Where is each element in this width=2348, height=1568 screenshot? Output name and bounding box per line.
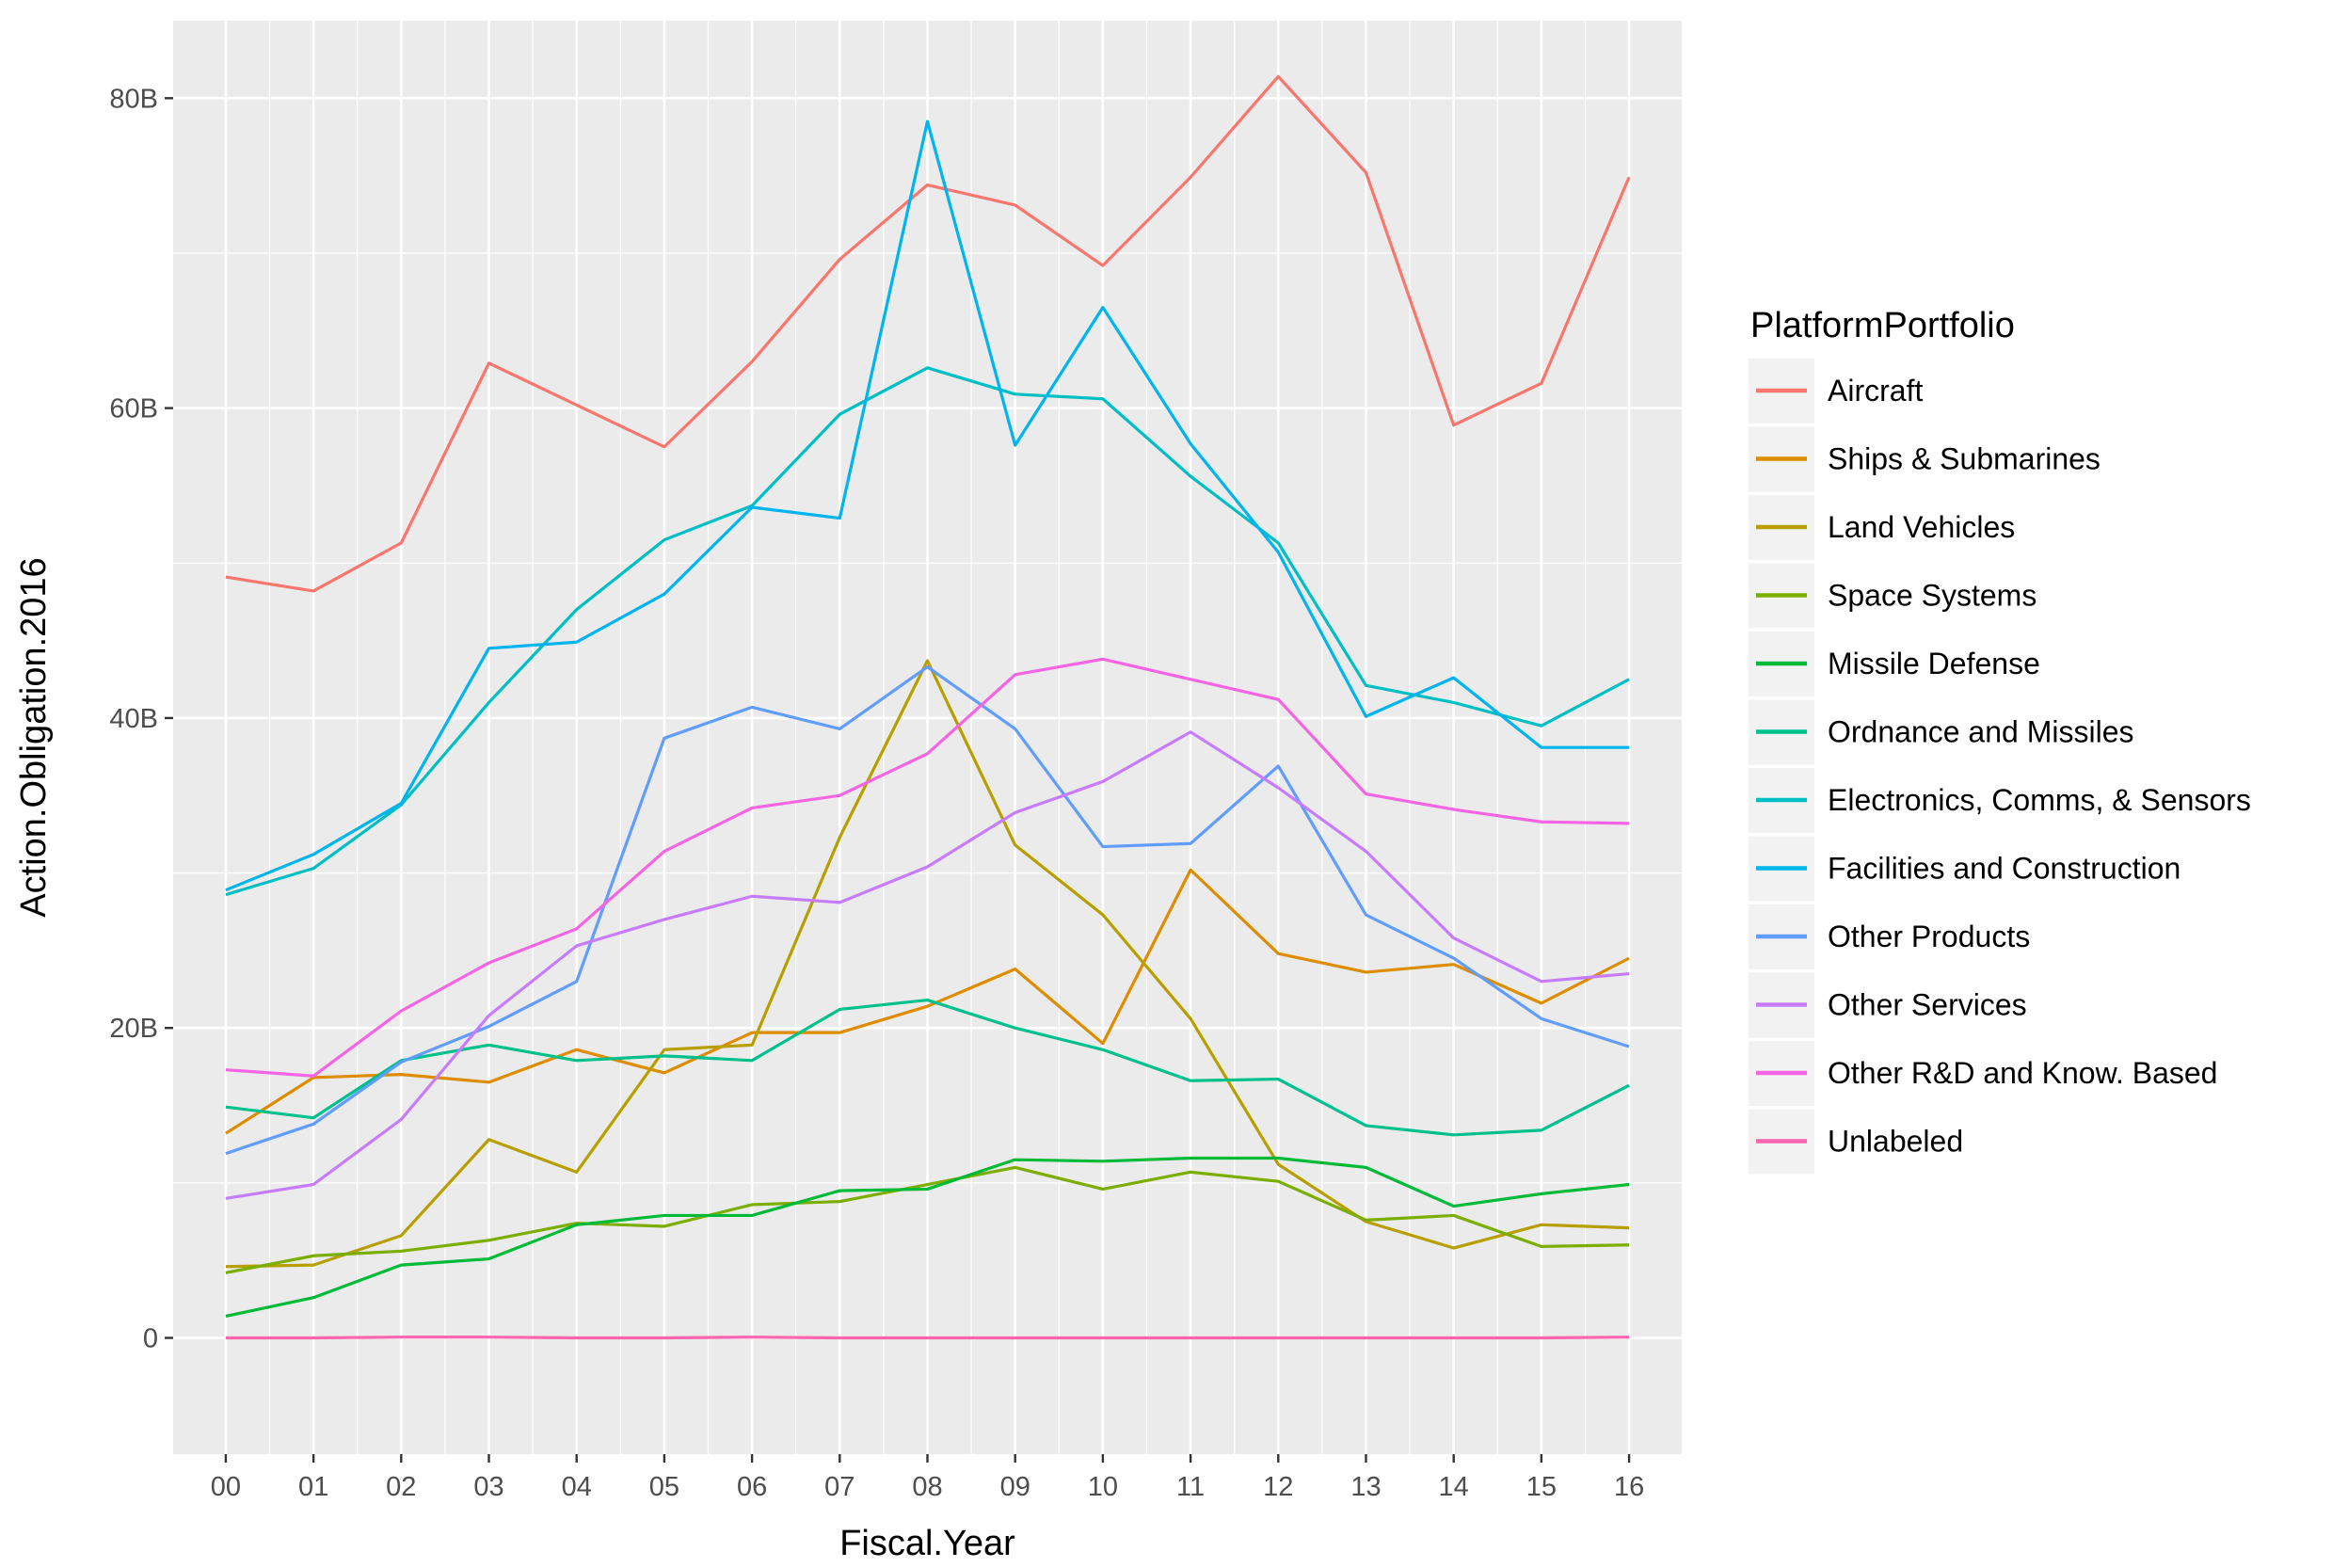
x-tick-label: 04 [562, 1472, 592, 1502]
legend-label: Unlabeled [1828, 1125, 1963, 1159]
x-tick-label: 16 [1614, 1472, 1644, 1502]
legend-label: Ordnance and Missiles [1828, 715, 2133, 749]
x-axis-tick-labels: 00 01 02 03 04 05 06 07 08 09 10 11 12 13 14 15 16 [211, 1472, 1644, 1502]
legend-label: Electronics, Comms, & Sensors [1828, 783, 2251, 817]
x-tick-label: 13 [1350, 1472, 1381, 1502]
series-line-land-vehicles [225, 659, 1630, 1269]
x-tick-label: 07 [824, 1472, 855, 1502]
x-tick-label: 00 [211, 1472, 241, 1502]
x-tick-label: 14 [1439, 1472, 1469, 1502]
series-line-other-r-d-and-know-based [225, 657, 1630, 1078]
y-tick-label: 0 [143, 1324, 158, 1354]
x-tick-label: 12 [1263, 1472, 1293, 1502]
series-lines [225, 74, 1631, 1340]
legend-item-missile-defense: Missile Defense [1749, 632, 2040, 696]
legend-label: Ships & Submarines [1828, 442, 2100, 476]
x-tick-label: 03 [473, 1472, 503, 1502]
series-line-missile-defense [225, 1156, 1630, 1319]
x-tick-label: 10 [1088, 1472, 1118, 1502]
x-tick-label: 06 [737, 1472, 767, 1502]
legend-item-facilities-and-construction: Facilities and Construction [1749, 836, 2180, 902]
legend-label: Space Systems [1828, 579, 2037, 613]
legend-item-ordnance-and-missiles: Ordnance and Missiles [1749, 699, 2133, 765]
x-tick-label: 01 [298, 1472, 328, 1502]
series-line-aircraft [225, 74, 1631, 593]
y-axis-tick-labels: 0 20B 40B 60B 80B [109, 84, 158, 1353]
series-line-unlabeled [225, 1336, 1630, 1340]
series-line-other-products [225, 664, 1630, 1156]
legend-label: Facilities and Construction [1828, 852, 2180, 886]
x-tick-label: 08 [912, 1472, 942, 1502]
legend-item-space-systems: Space Systems [1749, 563, 2037, 629]
legend-label: Aircraft [1828, 374, 1923, 408]
legend-item-electronics-comms-sensors: Electronics, Comms, & Sensors [1749, 768, 2251, 833]
legend-label: Land Vehicles [1828, 510, 2015, 544]
axis-ticks [165, 97, 1631, 1463]
series-line-electronics-comms-sensors [225, 366, 1630, 897]
legend: PlatformPortfolio Aircraft Ships & Submar… [1749, 306, 2251, 1175]
x-tick-label: 09 [1000, 1472, 1030, 1502]
legend-label: Other Products [1828, 920, 2030, 953]
legend-title: PlatformPortfolio [1750, 306, 2015, 345]
legend-item-ships-submarines: Ships & Submarines [1749, 426, 2100, 492]
x-tick-label: 11 [1176, 1472, 1205, 1502]
legend-label: Missile Defense [1828, 647, 2040, 680]
x-tick-label: 15 [1526, 1472, 1557, 1502]
series-line-other-services [225, 730, 1630, 1200]
legend-item-unlabeled: Unlabeled [1749, 1109, 1963, 1175]
y-tick-label: 60B [109, 394, 158, 424]
legend-items: Aircraft Ships & Submarines Land Vehicles S… [1749, 359, 2251, 1175]
x-axis-title: Fiscal.Year [839, 1524, 1015, 1563]
y-tick-label: 20B [109, 1014, 158, 1044]
legend-item-other-r-d-and-know-based: Other R&D and Know. Based [1749, 1041, 2217, 1106]
legend-item-other-products: Other Products [1749, 904, 2030, 969]
x-tick-label: 02 [386, 1472, 416, 1502]
series-line-facilities-and-construction [225, 120, 1630, 892]
series-line-space-systems [225, 1165, 1630, 1274]
y-tick-label: 80B [109, 84, 158, 114]
legend-item-land-vehicles: Land Vehicles [1749, 495, 2015, 560]
y-axis-title: Action.Obligation.2016 [14, 557, 54, 917]
y-tick-label: 40B [109, 704, 158, 734]
series-line-ships-submarines [225, 868, 1630, 1135]
legend-item-aircraft: Aircraft [1749, 359, 1923, 424]
legend-label: Other R&D and Know. Based [1828, 1056, 2217, 1090]
legend-label: Other Services [1828, 988, 2027, 1022]
x-tick-label: 05 [649, 1472, 679, 1502]
legend-item-other-services: Other Services [1749, 972, 2027, 1038]
